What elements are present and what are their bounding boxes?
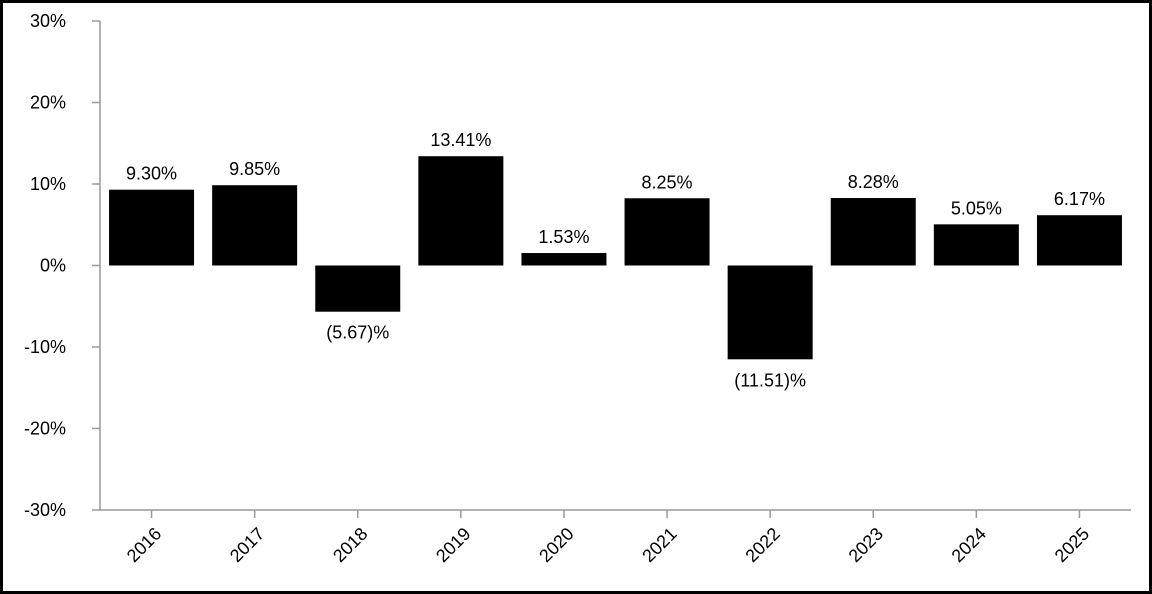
x-tick-label-2016: 2016 (123, 524, 165, 566)
data-label-2016: 9.30% (126, 164, 177, 184)
bar-2018 (315, 265, 401, 312)
x-tick-label-2022: 2022 (741, 524, 783, 566)
data-label-2017: 9.85% (229, 159, 280, 179)
bar-2024 (933, 224, 1019, 266)
data-label-2023: 8.28% (848, 172, 899, 192)
data-label-2018: (5.67)% (326, 323, 389, 343)
data-label-2020: 1.53% (538, 227, 589, 247)
x-tick-label-2017: 2017 (226, 524, 268, 566)
y-tick-label: 30% (30, 11, 66, 31)
y-tick-label: 20% (30, 93, 66, 113)
bar-2021 (624, 198, 710, 266)
y-tick-label: 10% (30, 174, 66, 194)
bar-2016 (109, 189, 195, 266)
y-tick-label: -30% (24, 500, 66, 520)
x-tick-label-2023: 2023 (845, 524, 887, 566)
bar-2022 (727, 265, 813, 360)
x-tick-label-2020: 2020 (535, 524, 577, 566)
x-tick-label-2025: 2025 (1051, 524, 1093, 566)
data-labels: 9.30% 9.85% (5.67)% 13.41% 1.53% 8.25% (11.51)… (126, 130, 1105, 390)
x-tick-label-2018: 2018 (329, 524, 371, 566)
data-label-2024: 5.05% (951, 198, 1002, 218)
x-tick-label-2024: 2024 (948, 524, 990, 566)
bar-2023 (830, 198, 916, 266)
data-label-2021: 8.25% (642, 172, 693, 192)
bar-2020 (521, 253, 607, 266)
bar-2025 (1036, 215, 1122, 266)
y-tick-label: -10% (24, 337, 66, 357)
data-label-2025: 6.17% (1054, 189, 1105, 209)
data-label-2022: (11.51)% (734, 370, 806, 390)
data-label-2019: 13.41% (430, 130, 491, 150)
axes (92, 20, 1131, 518)
y-tick-label: -20% (24, 419, 66, 439)
bars (109, 156, 1122, 360)
y-tick-label: 0% (40, 256, 66, 276)
x-tick-label-2019: 2019 (432, 524, 474, 566)
bar-2017 (212, 185, 298, 266)
bar-chart: 9.30% 9.85% (5.67)% 13.41% 1.53% 8.25% (11.51)… (24, 11, 1131, 566)
x-tick-label-2021: 2021 (638, 524, 680, 566)
bar-2019 (418, 156, 504, 266)
tick-labels: 30% 20% 10% 0% -10% -20% -30% 2016 2017 2018 2019 2… (24, 11, 1093, 566)
